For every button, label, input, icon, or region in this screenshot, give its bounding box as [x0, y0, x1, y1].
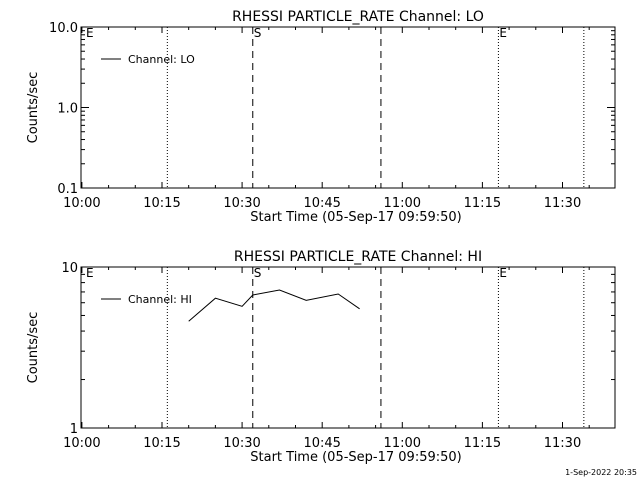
- footer-timestamp: 1-Sep-2022 20:35: [565, 468, 637, 477]
- x-tick-label: 11:30: [544, 436, 581, 451]
- legend-label: Channel: HI: [128, 293, 192, 306]
- y-axis-label: Counts/sec: [26, 72, 41, 144]
- x-tick-label: 11:00: [384, 436, 421, 451]
- x-tick-label: 10:00: [63, 436, 100, 451]
- marker-label: E: [499, 26, 507, 40]
- x-tick-label: 10:30: [223, 436, 260, 451]
- marker-label: S: [254, 26, 262, 40]
- x-tick-label: 10:45: [303, 436, 340, 451]
- y-tick-label: 0.1: [57, 182, 78, 197]
- legend-label: Channel: LO: [128, 53, 195, 66]
- series-line: [188, 289, 360, 322]
- chart-title: RHESSI PARTICLE_RATE Channel: LO: [232, 9, 484, 25]
- chart-panel-hi: RHESSI PARTICLE_RATE Channel: HI 10:00 10:…: [26, 249, 616, 465]
- marker-label: S: [254, 266, 262, 280]
- marker-label: E: [86, 266, 94, 280]
- y-tick-label: 1.0: [57, 102, 78, 117]
- x-tick-label: 11:15: [464, 436, 501, 451]
- x-tick-label: 11:00: [384, 196, 421, 211]
- chart-panel-lo: RHESSI PARTICLE_RATE Channel: LO 10:00 10:…: [26, 9, 616, 225]
- y-tick-label: 10: [61, 261, 78, 276]
- y-axis-label: Counts/sec: [26, 312, 41, 384]
- x-axis-label: Start Time (05-Sep-17 09:59:50): [250, 450, 461, 465]
- marker-label: E: [499, 266, 507, 280]
- plot-frame: [80, 26, 616, 189]
- x-tick-label: 11:30: [544, 196, 581, 211]
- plot-frame: [80, 266, 616, 429]
- x-tick-label: 10:30: [223, 196, 260, 211]
- x-tick-label: 10:15: [143, 196, 180, 211]
- x-tick-label: 10:00: [63, 196, 100, 211]
- x-tick-label: 11:15: [464, 196, 501, 211]
- y-tick-label: 1: [70, 422, 78, 437]
- x-tick-label: 10:15: [143, 436, 180, 451]
- x-axis-label: Start Time (05-Sep-17 09:59:50): [250, 210, 461, 225]
- marker-label: E: [86, 26, 94, 40]
- y-tick-label: 10.0: [49, 21, 78, 36]
- chart-title: RHESSI PARTICLE_RATE Channel: HI: [234, 249, 482, 265]
- x-tick-label: 10:45: [303, 196, 340, 211]
